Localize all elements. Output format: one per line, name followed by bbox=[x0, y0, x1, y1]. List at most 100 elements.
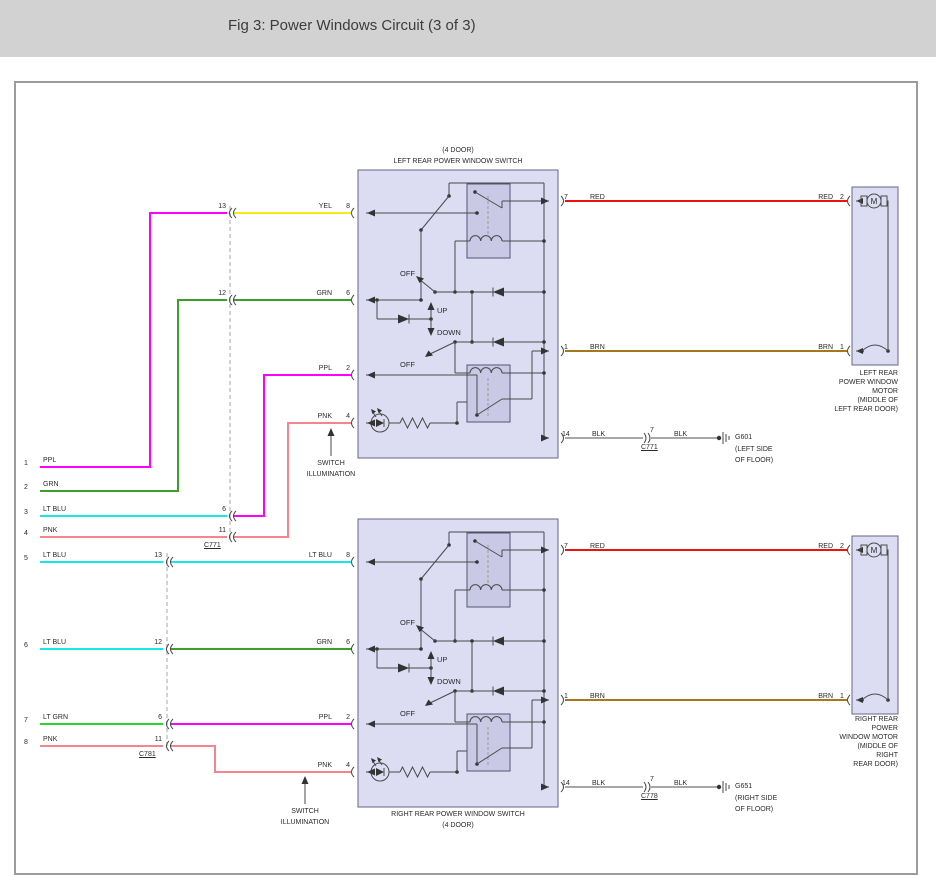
switch-illumination-label: ILLUMINATION bbox=[280, 819, 330, 826]
ground-location: OF FLOOR) bbox=[735, 457, 774, 464]
connector-pin: 7 bbox=[650, 427, 654, 434]
motor-label-line: LEFT REAR bbox=[859, 370, 898, 377]
right-rear-motor-block: M bbox=[847, 535, 899, 715]
wire-color-label: BLK bbox=[674, 780, 688, 787]
switch-pin-number: 1 bbox=[564, 344, 568, 351]
wire-color-label: GRN bbox=[316, 639, 332, 646]
top-switch-title-line1: (4 DOOR) bbox=[442, 147, 474, 154]
connector-name-c778-inline: C778 bbox=[641, 793, 658, 800]
wire-color-label: BLK bbox=[592, 780, 606, 787]
left-rear-motor-block: M bbox=[847, 186, 899, 366]
motor-label-line: REAR DOOR) bbox=[853, 761, 898, 768]
wire-row-number: 3 bbox=[24, 509, 28, 516]
wire-row-number: 1 bbox=[24, 460, 28, 467]
switch-pin-number: 8 bbox=[346, 203, 350, 210]
wire-color-label: GRN bbox=[316, 290, 332, 297]
motor-pin-number: 2 bbox=[840, 543, 844, 550]
wire-color-label: RED bbox=[818, 543, 833, 550]
motor-pin-number: 1 bbox=[840, 344, 844, 351]
wire-color-label: RED bbox=[590, 194, 605, 201]
motor-label-line: POWER bbox=[871, 725, 898, 732]
motor-label-line: (MIDDLE OF bbox=[857, 397, 898, 404]
wire-color-label: YEL bbox=[318, 203, 332, 210]
connector-name-c771: C771 bbox=[204, 542, 221, 549]
wire-color-label: PNK bbox=[317, 413, 332, 420]
connector-pin: 6 bbox=[222, 506, 226, 513]
switch-pin-number: 7 bbox=[564, 543, 568, 550]
wire-color-label: BRN bbox=[590, 693, 605, 700]
switch-input-wires bbox=[170, 212, 352, 773]
switch-illumination-label: SWITCH bbox=[291, 808, 319, 815]
motor-label-line: RIGHT bbox=[876, 752, 898, 759]
left-rear-power-window-switch-block bbox=[351, 169, 564, 459]
switch-pin-number: 4 bbox=[346, 413, 350, 420]
switch-pin-number: 2 bbox=[346, 365, 350, 372]
motor-label-line: POWER WINDOW bbox=[838, 379, 898, 386]
right-rear-motor-label: RIGHT REAR POWER WINDOW MOTOR (MIDDLE OF… bbox=[758, 715, 898, 769]
connector-pin-glyphs bbox=[166, 207, 237, 752]
motor-pin-number: 2 bbox=[840, 194, 844, 201]
wire-color-label: PNK bbox=[317, 762, 332, 769]
wire-color-label: PPL bbox=[318, 714, 332, 721]
wire-row-number: 2 bbox=[24, 484, 28, 491]
wire-color-label: BLK bbox=[592, 431, 606, 438]
wire-color-label: LT BLU bbox=[43, 639, 67, 646]
wire-color-label: PNK bbox=[43, 527, 58, 534]
wire-color-label: BRN bbox=[590, 344, 605, 351]
wire-color-label: PNK bbox=[43, 736, 58, 743]
wire-color-label: BRN bbox=[818, 693, 833, 700]
wire-color-label: BLK bbox=[674, 431, 688, 438]
wire-color-label: LT BLU bbox=[308, 552, 332, 559]
connector-pin: 12 bbox=[218, 290, 226, 297]
ground-location: (RIGHT SIDE bbox=[735, 795, 778, 802]
wire-color-label: PPL bbox=[43, 457, 57, 464]
connector-pin: 11 bbox=[218, 527, 226, 534]
connector-pin: 13 bbox=[218, 203, 226, 210]
switch-illumination-label: ILLUMINATION bbox=[306, 471, 356, 478]
ground-symbol-g651 bbox=[716, 781, 730, 793]
left-rear-motor-label: LEFT REAR POWER WINDOW MOTOR (MIDDLE OF … bbox=[758, 369, 898, 414]
motor-label-line: LEFT REAR DOOR) bbox=[834, 406, 898, 413]
switch-illumination-arrow-bottom bbox=[301, 776, 309, 804]
motor-label-line: MOTOR bbox=[872, 388, 898, 395]
motor-label-line: RIGHT REAR bbox=[854, 716, 898, 723]
switch-illumination-label: SWITCH bbox=[317, 460, 345, 467]
wire-row-number: 5 bbox=[24, 555, 28, 562]
bottom-circuit-output-wires bbox=[565, 549, 847, 793]
figure-title-bar: Fig 3: Power Windows Circuit (3 of 3) bbox=[0, 0, 936, 57]
motor-pin-number: 1 bbox=[840, 693, 844, 700]
top-circuit-output-wires bbox=[565, 200, 847, 444]
motor-m-symbol: M bbox=[871, 197, 878, 206]
right-rear-power-window-switch-block bbox=[351, 518, 564, 808]
switch-pin-number: 14 bbox=[562, 431, 570, 438]
switch-illumination-arrow-top bbox=[327, 428, 335, 456]
switch-pin-number: 2 bbox=[346, 714, 350, 721]
connector-pin: 13 bbox=[154, 552, 162, 559]
ground-name-g651: G651 bbox=[735, 783, 753, 790]
ground-location: (LEFT SIDE bbox=[735, 446, 773, 453]
wire-color-label: LT BLU bbox=[43, 506, 67, 513]
ground-symbol-g601 bbox=[716, 432, 730, 444]
wire-color-label: LT GRN bbox=[43, 714, 69, 721]
left-harness-wires bbox=[40, 212, 227, 747]
wire-row-number: 8 bbox=[24, 739, 28, 746]
top-switch-title-line2: LEFT REAR POWER WINDOW SWITCH bbox=[393, 158, 523, 165]
connector-pin: 12 bbox=[154, 639, 162, 646]
bottom-switch-title-line2: (4 DOOR) bbox=[442, 822, 474, 829]
ground-location: OF FLOOR) bbox=[735, 806, 774, 813]
wire-color-label: RED bbox=[818, 194, 833, 201]
wire-row-number: 4 bbox=[24, 530, 28, 537]
wire-color-label: BRN bbox=[818, 344, 833, 351]
connector-pin: 11 bbox=[154, 736, 162, 743]
figure-title: Fig 3: Power Windows Circuit (3 of 3) bbox=[228, 17, 476, 34]
bottom-switch-title-line1: RIGHT REAR POWER WINDOW SWITCH bbox=[391, 811, 525, 818]
connector-name-c781: C781 bbox=[139, 751, 156, 758]
switch-pin-number: 6 bbox=[346, 639, 350, 646]
switch-pin-number: 6 bbox=[346, 290, 350, 297]
connector-pin: 7 bbox=[650, 776, 654, 783]
motor-label-line: WINDOW MOTOR bbox=[839, 734, 898, 741]
switch-pin-number: 8 bbox=[346, 552, 350, 559]
motor-m-symbol: M bbox=[871, 546, 878, 555]
connector-name-c771-inline: C771 bbox=[641, 444, 658, 451]
